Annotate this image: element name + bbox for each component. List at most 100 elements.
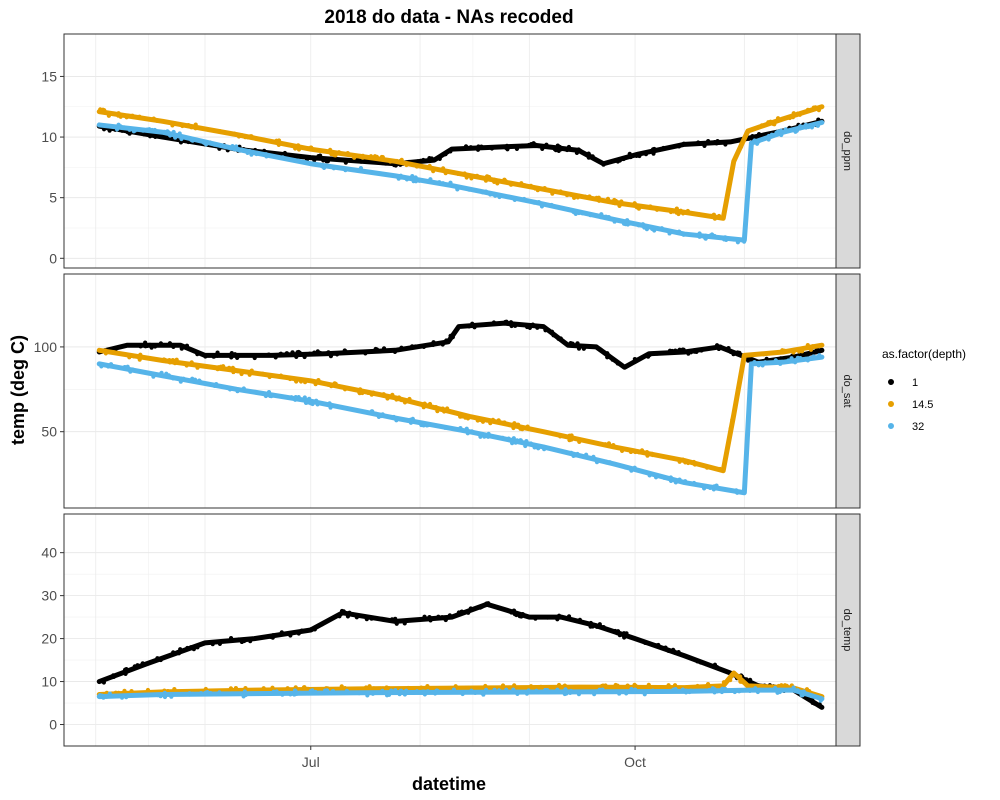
data-point [754,141,760,146]
data-point [509,323,514,329]
y-tick-label: 0 [49,250,57,266]
data-point [379,413,384,419]
data-point [671,456,677,462]
legend-title: as.factor(depth) [882,347,966,361]
data-point [145,687,151,693]
data-point [101,680,106,685]
data-point [733,405,738,410]
data-point [811,123,816,128]
data-point [360,155,365,160]
data-point [676,649,681,655]
data-point [294,354,299,359]
data-point [642,692,647,697]
data-point [617,691,622,696]
panel-do_ppm: do_ppm 0 5 10 15 [41,33,861,269]
data-point [698,660,703,665]
data-point [619,448,625,453]
data-point [543,615,548,620]
data-point [261,686,266,691]
data-point [169,694,174,699]
data-point [703,688,708,693]
data-point [380,688,385,693]
data-point [394,418,399,423]
data-point [157,372,162,377]
data-point [205,127,211,132]
data-point [143,340,148,345]
data-point [533,616,538,621]
data-point [328,405,333,410]
data-point [542,447,547,452]
data-point [625,683,630,688]
data-point [203,142,209,147]
data-point [722,686,727,692]
data-point [632,356,637,362]
data-point [433,691,438,696]
data-point [414,689,420,694]
data-point [131,693,136,698]
data-point [697,234,702,239]
data-point [328,354,334,359]
data-point [456,171,461,176]
data-point [721,680,727,685]
data-point [673,480,678,485]
data-point [513,323,518,328]
data-point [525,424,530,429]
data-point [576,193,581,198]
data-point [649,642,655,647]
y-tick-label: 15 [41,68,57,84]
data-point [502,177,507,182]
data-point [650,452,655,458]
data-point [530,322,535,327]
data-point [760,363,765,368]
data-point [451,687,457,692]
data-point [683,479,688,484]
data-point [307,351,312,356]
data-point [195,645,200,650]
data-point [252,355,257,361]
data-point [652,146,657,152]
series-14.5 [96,104,825,221]
data-point [341,609,346,614]
data-point [511,608,517,613]
data-point [542,185,547,191]
data-point [571,209,576,215]
data-point [790,115,796,120]
data-point [293,146,298,151]
data-point [621,156,626,162]
data-point [104,694,109,699]
data-point [413,179,419,184]
data-point [280,155,285,160]
data-point [555,687,560,692]
data-point [448,149,453,154]
data-point [436,614,441,619]
data-point [119,695,125,700]
data-point [398,688,404,693]
data-point [582,194,588,199]
data-point [484,174,490,179]
data-point [358,159,364,164]
data-point [247,691,253,696]
data-point [237,148,242,153]
data-point [483,687,489,692]
data-point [704,465,710,470]
data-point [410,174,415,179]
data-point [628,449,634,455]
legend-label-14-5: 14.5 [912,399,933,411]
data-point [373,411,378,416]
data-point [178,140,184,145]
data-point [577,617,583,622]
data-point [636,450,642,455]
data-point [599,214,604,220]
data-point [475,418,480,423]
data-point [448,180,453,185]
data-point [419,686,425,691]
data-point [655,351,660,356]
data-point [728,426,733,431]
data-point [492,687,497,692]
data-point [130,367,135,372]
data-point [761,352,766,357]
data-point [193,126,198,131]
data-point [625,218,630,223]
data-point [691,459,696,465]
data-point [229,355,234,360]
